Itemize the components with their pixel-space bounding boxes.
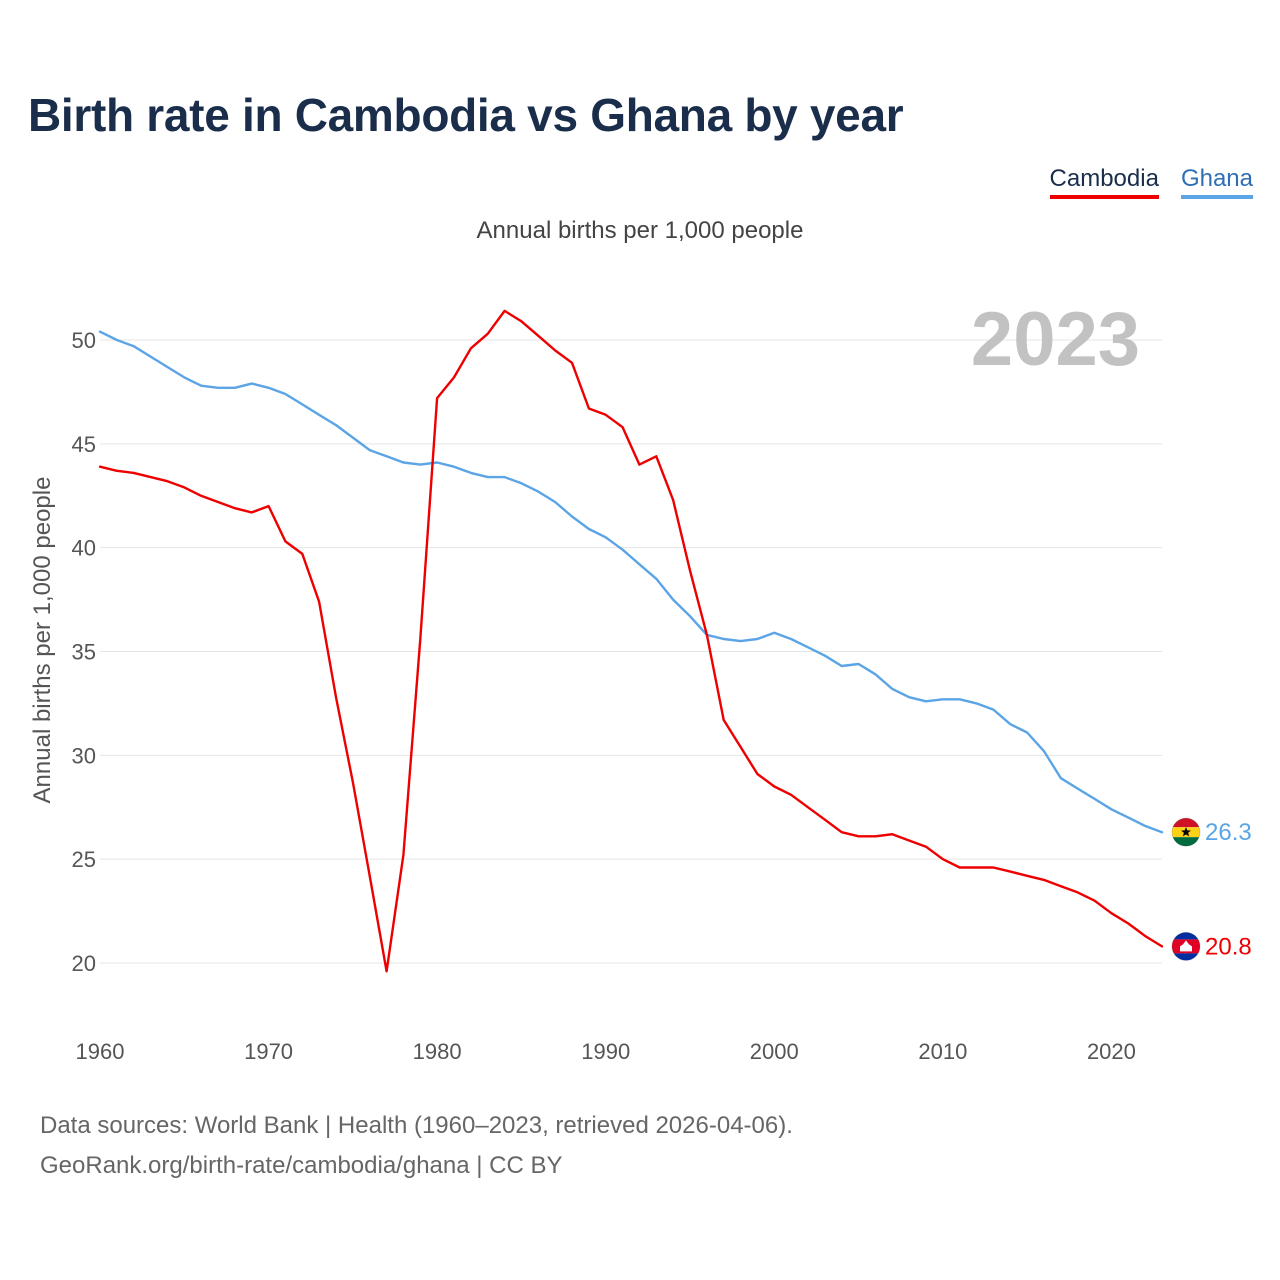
x-tick-label: 1980 [413, 1039, 462, 1064]
y-tick-label: 45 [72, 432, 96, 457]
x-tick-label: 2000 [750, 1039, 799, 1064]
y-tick-label: 30 [72, 743, 96, 768]
flag-cambodia-icon [1171, 931, 1201, 961]
y-tick-label: 20 [72, 951, 96, 976]
y-tick-label: 35 [72, 640, 96, 665]
legend: Cambodia Ghana [1049, 165, 1253, 199]
footer-link[interactable]: GeoRank.org/birth-rate/cambodia/ghana | … [40, 1152, 563, 1179]
y-axis-label: Annual births per 1,000 people [29, 477, 56, 804]
series-line-cambodia [98, 309, 1164, 973]
series-line-ghana [98, 330, 1164, 834]
x-tick-label: 1970 [244, 1039, 293, 1064]
current-year-badge: 2023 [970, 297, 1140, 382]
y-tick-label: 50 [72, 328, 96, 353]
legend-item-ghana[interactable]: Ghana [1180, 165, 1253, 199]
y-tick-label: 25 [72, 847, 96, 872]
legend-item-cambodia[interactable]: Cambodia [1049, 165, 1159, 199]
footer: Data sources: World Bank | Health (1960–… [40, 1106, 793, 1186]
x-tick-label: 1990 [581, 1039, 630, 1064]
end-value-label-cambodia: 20.8 [1205, 933, 1252, 960]
page-title: Birth rate in Cambodia vs Ghana by year [28, 89, 904, 141]
x-tick-label: 1960 [76, 1039, 125, 1064]
x-tick-label: 2020 [1087, 1039, 1136, 1064]
chart-subtitle: Annual births per 1,000 people [476, 217, 804, 244]
x-tick-label: 2010 [918, 1039, 967, 1064]
end-value-label-ghana: 26.3 [1205, 819, 1252, 846]
footer-sources: Data sources: World Bank | Health (1960–… [40, 1112, 793, 1139]
y-tick-label: 40 [72, 536, 96, 561]
flag-ghana-icon [1171, 817, 1201, 847]
